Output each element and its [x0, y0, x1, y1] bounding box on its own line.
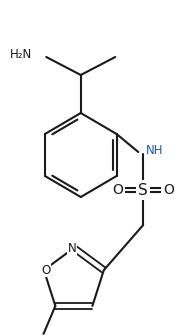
Text: O: O — [41, 264, 51, 277]
Text: O: O — [163, 183, 174, 197]
Text: NH: NH — [146, 143, 164, 156]
Text: H₂N: H₂N — [10, 48, 33, 61]
Text: N: N — [68, 242, 76, 255]
Text: S: S — [138, 183, 148, 198]
Text: O: O — [112, 183, 123, 197]
